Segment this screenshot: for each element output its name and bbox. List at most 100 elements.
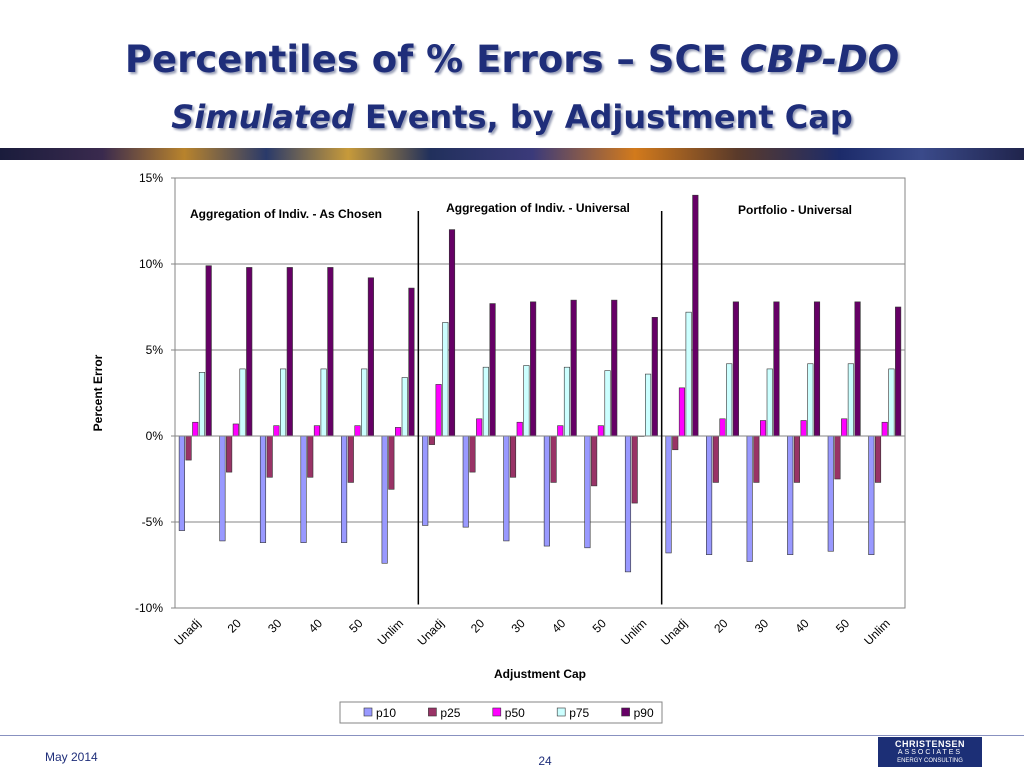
bar-p90 — [692, 194, 699, 437]
bar-p75 — [847, 363, 854, 437]
slide-subtitle-text: Events, by Adjustment Cap — [353, 98, 853, 136]
legend-swatch-p25 — [428, 707, 437, 717]
bar-p25 — [266, 435, 273, 478]
bar-p75 — [563, 366, 571, 437]
slide-title-text: Percentiles of % Errors – SCE — [124, 38, 740, 81]
bar-p90 — [895, 306, 902, 437]
bar-p10 — [341, 435, 348, 543]
legend-label-p50: p50 — [505, 706, 525, 720]
bar-p50 — [881, 421, 888, 437]
logo-line1: CHRISTENSEN — [894, 739, 965, 749]
bar-p50 — [760, 420, 767, 437]
bar-p90 — [205, 265, 212, 437]
legend-label-p10: p10 — [376, 706, 396, 720]
bar-p90 — [489, 303, 496, 437]
bar-p10 — [422, 435, 429, 526]
slide-title: Percentiles of % Errors – SCE CBP-DO — [0, 38, 1024, 81]
bar-p25 — [185, 435, 192, 461]
bar-p50 — [557, 425, 564, 437]
group-label: Aggregation of Indiv. - As Chosen — [190, 207, 382, 221]
bar-p90 — [570, 299, 577, 437]
bar-p50 — [395, 427, 402, 437]
bar-p90 — [408, 287, 415, 437]
bar-p75 — [888, 368, 895, 437]
logo-line3: ENERGY CONSULTING — [897, 758, 963, 764]
y-tick-label: 0% — [146, 429, 164, 443]
footer-date: May 2014 — [45, 750, 98, 764]
x-tick-label: Unadj — [658, 616, 690, 648]
bar-p90 — [448, 229, 456, 437]
bar-p25 — [591, 435, 598, 487]
bar-p90 — [327, 267, 334, 437]
bar-p90 — [813, 301, 821, 437]
x-tick-label: 20 — [225, 616, 245, 636]
bar-p90 — [246, 267, 253, 437]
legend-swatch-p10 — [363, 707, 373, 717]
bar-p75 — [280, 368, 287, 437]
bar-p75 — [198, 372, 206, 437]
bar-p90 — [611, 299, 618, 437]
bar-p25 — [753, 435, 760, 483]
legend-label-p90: p90 — [634, 706, 654, 720]
bar-p50 — [313, 425, 320, 437]
bar-p10 — [381, 435, 388, 564]
plot-area — [174, 177, 906, 609]
legend-label-p25: p25 — [440, 706, 460, 720]
bar-p50 — [435, 384, 442, 437]
bar-p75 — [604, 370, 611, 437]
x-tick-label: 40 — [792, 616, 812, 636]
x-tick-label: 40 — [549, 616, 569, 636]
bar-p25 — [672, 435, 679, 451]
x-tick-label: 50 — [833, 616, 853, 636]
x-tick-label: 50 — [346, 616, 366, 636]
bar-p25 — [874, 435, 882, 483]
x-tick-label: Unlim — [618, 616, 650, 648]
bar-p10 — [543, 435, 550, 547]
bar-p25 — [631, 435, 638, 504]
x-tick-label: 30 — [508, 616, 528, 636]
slide-title-italic: CBP-DO — [739, 38, 900, 81]
bar-p50 — [597, 425, 604, 437]
logo-line2: ASSOCIATES — [897, 749, 963, 756]
bar-p90 — [286, 267, 293, 437]
x-tick-label: 50 — [590, 616, 610, 636]
y-tick-label: 5% — [146, 343, 164, 357]
x-tick-label: 30 — [752, 616, 772, 636]
percentile-error-chart: -10%-5%0%5%10%15%Unadj 20 30 40 50 Unlim Unadj… — [91, 171, 906, 724]
x-tick-label: Unadj — [415, 616, 447, 648]
bar-p10 — [462, 435, 469, 528]
bar-p90 — [530, 301, 537, 437]
bar-p75 — [807, 363, 814, 437]
x-tick-label: 40 — [306, 616, 326, 636]
bar-p75 — [523, 365, 530, 437]
bar-p90 — [367, 277, 374, 437]
y-axis-title: Percent Error — [91, 354, 105, 431]
footer-divider — [0, 735, 1024, 736]
x-tick-label: Unadj — [171, 616, 203, 648]
bar-p75 — [482, 366, 489, 437]
legend-swatch-p75 — [556, 707, 566, 717]
bar-p25 — [428, 435, 435, 445]
bar-p10 — [746, 435, 753, 562]
group-label: Portfolio - Universal — [738, 203, 852, 217]
bar-p10 — [868, 435, 875, 555]
bar-p50 — [354, 425, 361, 437]
x-tick-label: Unlim — [861, 616, 893, 648]
bar-p75 — [766, 368, 773, 437]
bar-p10 — [706, 435, 713, 555]
bar-p75 — [361, 368, 368, 437]
y-tick-label: -10% — [135, 601, 163, 615]
bar-p10 — [584, 435, 591, 549]
group-label: Aggregation of Indiv. - Universal — [446, 201, 630, 215]
x-tick-label: 20 — [468, 616, 488, 636]
bar-p50 — [719, 418, 726, 437]
bar-p50 — [232, 423, 239, 437]
y-tick-label: 10% — [139, 257, 163, 271]
bar-p10 — [259, 435, 267, 543]
bar-p10 — [827, 435, 834, 552]
x-tick-label: Unlim — [375, 616, 407, 648]
slide-subtitle: Simulated Events, by Adjustment Cap — [0, 98, 1024, 136]
bar-p75 — [685, 311, 692, 437]
bar-p75 — [320, 368, 327, 437]
bar-p25 — [226, 435, 233, 473]
